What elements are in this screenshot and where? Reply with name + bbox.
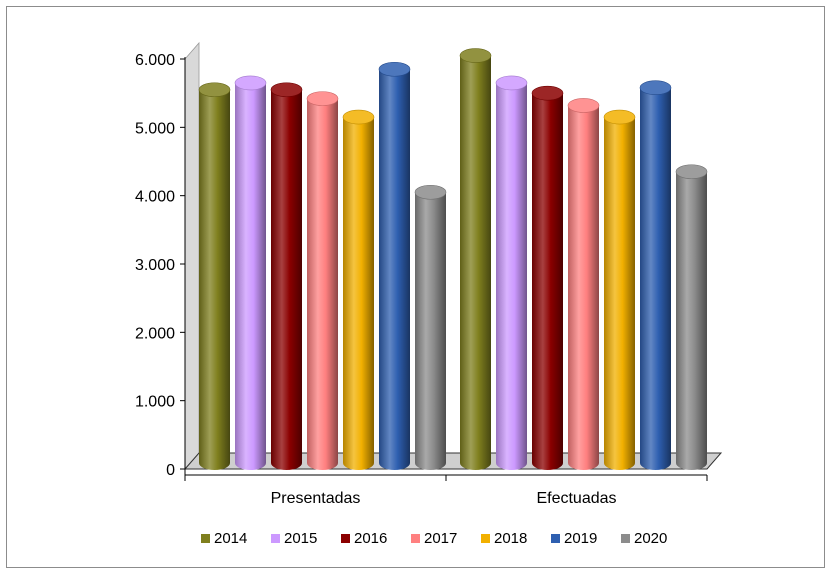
legend-swatch (411, 534, 420, 543)
y-tick-label: 4.000 (135, 189, 175, 206)
bar-body (676, 171, 707, 471)
bar-body (496, 82, 527, 471)
bar-body (199, 89, 230, 471)
bar-body (343, 117, 374, 471)
bar-2017-efectuadas (567, 98, 600, 471)
legend-label: 2017 (424, 530, 457, 547)
x-axis: Presentadas Efectuadas (184, 474, 708, 507)
bar-2018-efectuadas (603, 109, 636, 471)
y-tick-label: 5.000 (135, 120, 175, 137)
cylinder-bar-chart: 0 1.000 2.000 3.000 4.000 5.000 6.000 Presenta… (135, 41, 723, 547)
bar-top (459, 48, 492, 63)
side-wall (184, 41, 200, 471)
bar-top (414, 184, 447, 200)
y-tick-label: 3.000 (135, 257, 175, 274)
bar-2020-efectuadas (675, 164, 708, 471)
bar-top (567, 98, 600, 113)
y-tick-label: 0 (166, 462, 175, 479)
legend-item-2019: 2019 (551, 530, 597, 547)
legend-swatch (481, 534, 490, 543)
bar-body (532, 93, 563, 471)
bar-top (531, 85, 564, 101)
bar-2015-efectuadas (495, 75, 528, 471)
bar-top (378, 61, 411, 77)
bar-body (307, 98, 338, 471)
legend-swatch (271, 534, 280, 543)
bar-top (639, 80, 672, 95)
y-tick-label: 2.000 (135, 325, 175, 342)
legend-item-2017: 2017 (411, 530, 457, 547)
bar-body (235, 82, 266, 471)
legend-swatch (341, 534, 350, 543)
bar-2016-efectuadas (531, 85, 564, 471)
legend-label: 2019 (564, 530, 597, 547)
legend-item-2015: 2015 (271, 530, 317, 547)
bar-2019-efectuadas (639, 80, 672, 471)
bar-2014-efectuadas (459, 48, 492, 471)
bar-top (306, 91, 339, 106)
legend-label: 2018 (494, 530, 527, 547)
legend-label: 2014 (214, 530, 247, 547)
legend-item-2020: 2020 (621, 530, 667, 547)
bar-body (415, 192, 446, 471)
bar-top (675, 164, 708, 180)
bar-2015-presentadas (234, 75, 267, 471)
legend-label: 2020 (634, 530, 667, 547)
bar-top (495, 75, 528, 91)
y-tick-label: 6.000 (135, 52, 175, 69)
legend-item-2014: 2014 (201, 530, 247, 547)
bar-body (640, 87, 671, 471)
bar-top (234, 75, 267, 91)
legend-item-2016: 2016 (341, 530, 387, 547)
legend-swatch (551, 534, 560, 543)
legend-swatch (621, 534, 630, 543)
bar-top (270, 82, 303, 98)
legend-swatch (201, 534, 210, 543)
legend: 2014 2015 2016 2017 2018 2019 2020 (201, 530, 667, 547)
bar-2020-presentadas (414, 184, 447, 471)
bar-body (604, 117, 635, 471)
bar-body (568, 105, 599, 471)
chart-frame: 0 1.000 2.000 3.000 4.000 5.000 6.000 Presenta… (6, 6, 825, 568)
bar-body (460, 55, 491, 471)
bar-body (271, 89, 302, 471)
bar-2018-presentadas (342, 109, 375, 471)
bar-top (342, 109, 375, 125)
y-axis: 0 1.000 2.000 3.000 4.000 5.000 6.000 (135, 52, 186, 479)
x-tick-label: Presentadas (271, 490, 361, 507)
bar-top (198, 82, 231, 98)
bar-2016-presentadas (270, 82, 303, 471)
x-tick-label: Efectuadas (536, 490, 616, 507)
bar-2019-presentadas (378, 61, 411, 471)
legend-label: 2016 (354, 530, 387, 547)
bar-2017-presentadas (306, 91, 339, 471)
legend-item-2018: 2018 (481, 530, 527, 547)
legend-label: 2015 (284, 530, 317, 547)
y-tick-label: 1.000 (135, 394, 175, 411)
plot-area (198, 48, 708, 471)
bar-top (603, 109, 636, 125)
bar-2014-presentadas (198, 82, 231, 471)
bar-body (379, 69, 410, 471)
